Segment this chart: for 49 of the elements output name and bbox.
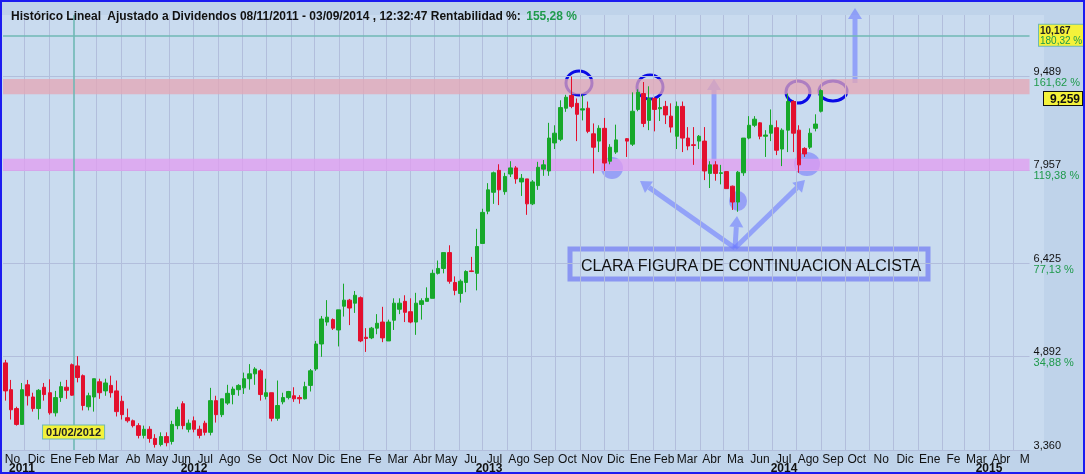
ref-line-label: 01/02/2012 bbox=[46, 426, 102, 438]
text: 9,259 bbox=[1050, 92, 1081, 106]
y2-tick-label: 34,88 % bbox=[1033, 356, 1075, 369]
y-tick-label: 4,892 bbox=[1033, 345, 1062, 358]
x-tick-label: Feb bbox=[653, 452, 675, 466]
x-tick-label: Mar bbox=[676, 452, 698, 466]
x-tick-label: Ago bbox=[797, 452, 820, 466]
x-tick-label: Abr bbox=[413, 452, 432, 466]
y-tick-label: 7,957 bbox=[1033, 158, 1062, 171]
x-tick-label: Fe bbox=[367, 452, 383, 466]
x-tick-label: Ago bbox=[219, 452, 241, 466]
x-tick-label: Oct bbox=[847, 452, 867, 466]
chart-title: Histórico Lineal Ajustado a Dividendos 08/11/2011 - 03/09/2014 , 12:32:47 Rentabilidad %: bbox=[11, 9, 521, 23]
x-tick-label: Ago bbox=[508, 452, 531, 466]
x-tick-label: Jun bbox=[750, 452, 770, 466]
y-tick-label: 6,425 bbox=[1033, 251, 1062, 264]
x-tick-label: Oct bbox=[268, 452, 289, 466]
x-tick-label: Sep bbox=[822, 452, 844, 466]
ref-line-label: 10,167 180,32 % bbox=[1040, 25, 1083, 47]
x-tick-label: Nov bbox=[581, 452, 603, 466]
y-tick-label: 9,489 bbox=[1033, 65, 1062, 78]
annotation: CLARA FIGURA DE CONTINUACION ALCISTA bbox=[580, 256, 922, 274]
x-tick-label: Ene bbox=[918, 452, 941, 466]
x-tick-label: Fe bbox=[946, 452, 961, 466]
x-tick-label: Dic bbox=[607, 452, 625, 466]
x-tick-label: Oct bbox=[558, 452, 578, 466]
x-tick-label: Ene bbox=[629, 452, 652, 466]
x-tick-label: Se bbox=[246, 452, 262, 466]
x-tick-label: M bbox=[1019, 452, 1030, 466]
x-tick-label: Mar bbox=[387, 452, 409, 466]
x-tick-label: Feb bbox=[74, 452, 96, 466]
x-tick-label: Ene bbox=[50, 452, 72, 466]
y2-tick-label: 77,13 % bbox=[1033, 262, 1075, 275]
x-tick-label: Nov bbox=[291, 452, 314, 466]
y2-tick-label: 161,62 % bbox=[1033, 76, 1081, 89]
x-tick-label: Ab bbox=[125, 452, 141, 466]
x-tick-label: No bbox=[873, 452, 890, 466]
y-tick-label: 3,360 bbox=[1033, 438, 1062, 451]
chart-subtitle: 155,28 % bbox=[526, 9, 578, 23]
x-tick-label: Ene bbox=[340, 452, 362, 466]
x-tick-label: Ma bbox=[727, 452, 745, 466]
x-tick-label: Abr bbox=[702, 452, 722, 466]
x-tick-label: May bbox=[145, 452, 169, 466]
x-tick-label: Mar bbox=[98, 452, 119, 466]
x-tick-label: Dic bbox=[317, 452, 336, 466]
y2-tick-label: 119,38 % bbox=[1033, 169, 1080, 182]
x-tick-label: Sep bbox=[532, 452, 555, 466]
x-tick-label: Dic bbox=[896, 452, 914, 466]
x-tick-label: May bbox=[434, 452, 458, 466]
